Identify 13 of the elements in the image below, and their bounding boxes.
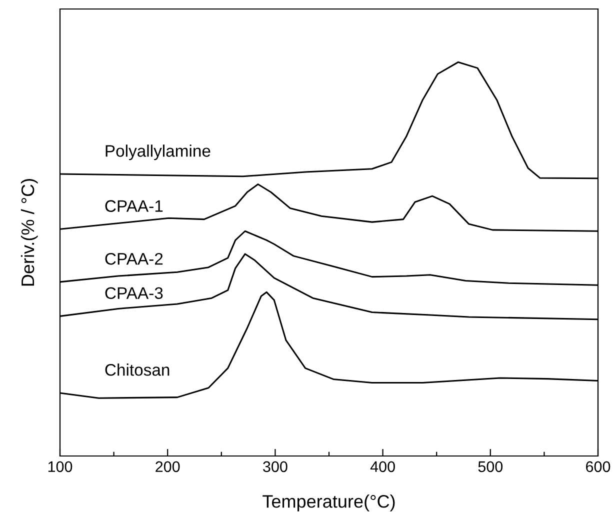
x-tick-label: 300 bbox=[263, 461, 288, 472]
x-tick-label: 200 bbox=[156, 461, 180, 472]
series-label: CPAA-2 bbox=[105, 252, 163, 265]
x-tick-label: 100 bbox=[48, 461, 72, 472]
series-label: Polyallylamine bbox=[106, 144, 210, 160]
series-label: Chitosan bbox=[105, 364, 170, 376]
x-tick-label: 500 bbox=[478, 461, 503, 472]
x-tick-label: 400 bbox=[370, 461, 395, 472]
x-axis-title: Temperature(°C) bbox=[262, 494, 395, 512]
series-label: CPAA-1 bbox=[105, 200, 163, 212]
series-label: CPAA-3 bbox=[105, 287, 163, 300]
y-axis-title: Deriv.(% / °C) bbox=[20, 179, 38, 286]
x-tick-label: 600 bbox=[586, 461, 610, 472]
